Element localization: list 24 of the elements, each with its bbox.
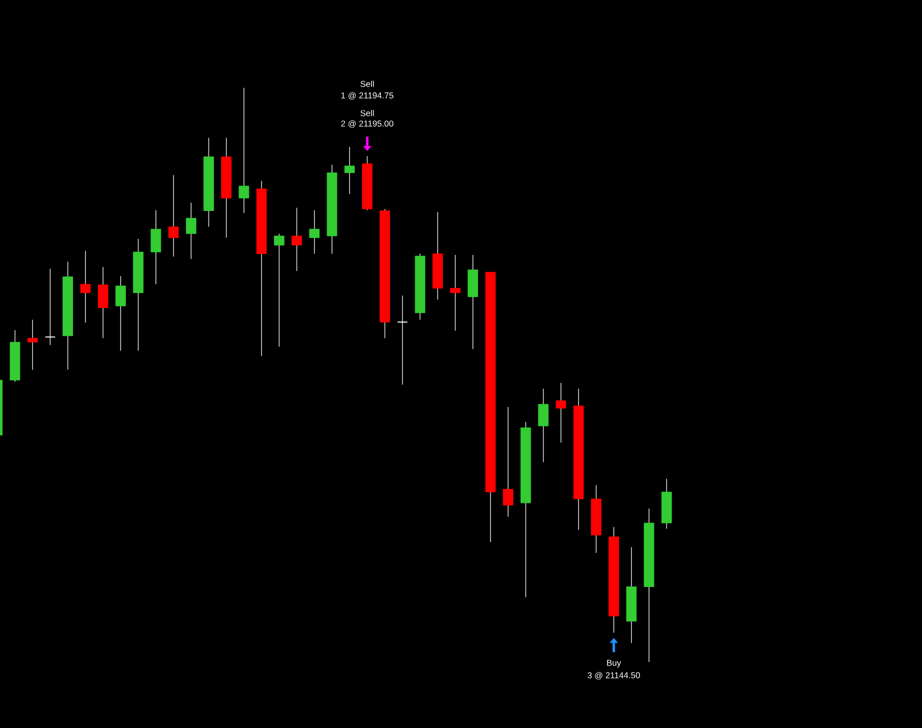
candlestick	[80, 250, 91, 324]
candlestick	[150, 210, 162, 285]
annotation: Sell	[360, 110, 374, 116]
candlestick	[397, 295, 408, 386]
candlestick	[27, 319, 38, 370]
candlestick	[502, 406, 514, 518]
candlestick	[98, 266, 108, 339]
candlestick	[292, 207, 302, 272]
candlestick	[344, 146, 355, 194]
candlestick	[168, 174, 179, 258]
candlestick	[450, 254, 460, 332]
annotation: 1 @ 21194.75	[341, 92, 394, 100]
candlestick	[538, 388, 549, 463]
candlestick	[309, 210, 320, 254]
candlestick	[115, 276, 126, 352]
candlestick	[186, 202, 196, 260]
text: 3 @ 21144.50	[588, 672, 640, 680]
candlestick	[556, 382, 566, 444]
text: Sell	[360, 80, 374, 87]
annotation: Buy	[607, 660, 622, 668]
annotation: 2 @ 21195.00	[341, 120, 394, 128]
candlestick	[44, 268, 56, 346]
candlestick	[238, 87, 250, 214]
candlestick	[274, 233, 284, 348]
